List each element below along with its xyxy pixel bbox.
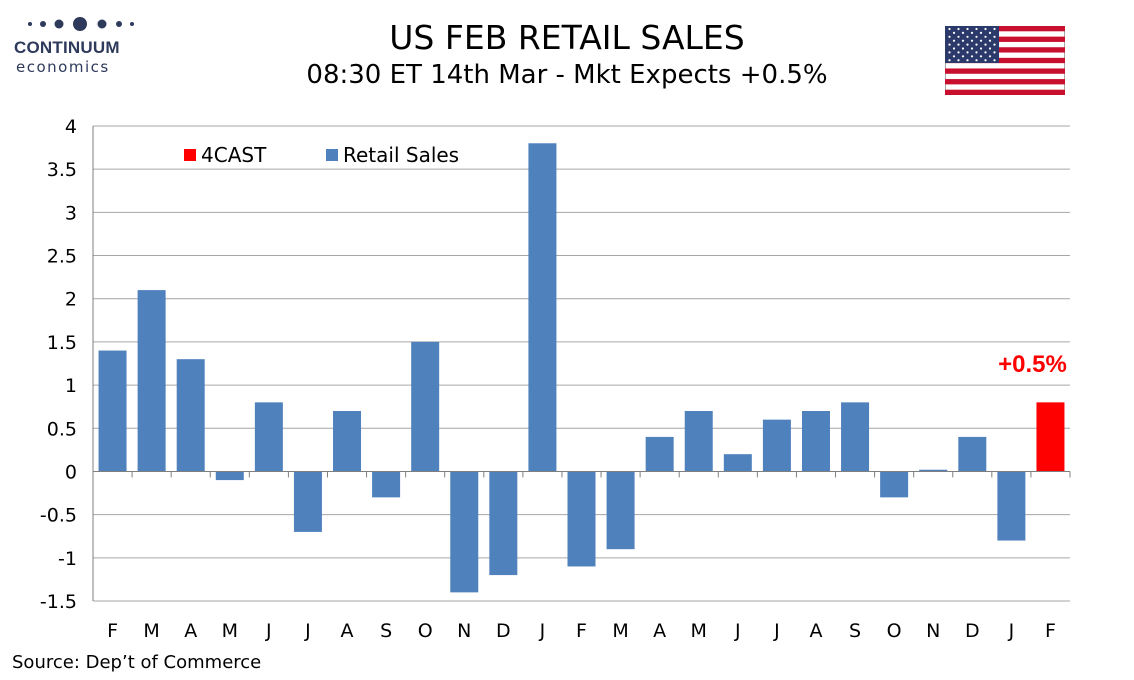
- x-tick-label: M: [691, 620, 707, 642]
- bar-retail-sales: [567, 471, 596, 567]
- bar-retail-sales: [880, 471, 909, 498]
- bar-retail-sales: [801, 411, 830, 472]
- page-subtitle: 08:30 ET 14th Mar - Mkt Expects +0.5%: [306, 60, 828, 90]
- y-tick-label: -0.5: [40, 505, 77, 527]
- bar-retail-sales: [606, 471, 635, 550]
- x-tick-label: J: [1008, 620, 1015, 642]
- x-tick-label: A: [653, 620, 666, 642]
- bar-retail-sales: [137, 290, 166, 472]
- us-flag-icon: [945, 26, 1065, 95]
- x-tick-label: A: [184, 620, 197, 642]
- bar-retail-sales: [293, 471, 322, 532]
- y-tick-label: -1: [58, 548, 77, 570]
- x-tick-label: M: [222, 620, 238, 642]
- brand-dots-icon: [28, 17, 134, 31]
- brand-logo: CONTINUUM economics: [14, 14, 134, 76]
- y-tick-label: 0.5: [47, 418, 77, 440]
- y-tick-label: 3.5: [47, 159, 77, 181]
- bar-retail-sales: [215, 471, 244, 481]
- x-tick-label: D: [965, 620, 980, 642]
- x-tick-label: N: [457, 620, 471, 642]
- x-tick-label: M: [612, 620, 628, 642]
- bar-retail-sales: [762, 419, 791, 472]
- legend-label: 4CAST: [201, 143, 267, 167]
- source-note: Source: Dep’t of Commerce: [12, 652, 262, 673]
- y-tick-label: 1.5: [47, 332, 77, 354]
- bar-retail-sales: [684, 411, 713, 472]
- x-tick-label: F: [107, 620, 118, 642]
- bar-retail-sales: [411, 341, 440, 472]
- bar-retail-sales: [528, 143, 557, 472]
- x-tick-label: F: [1045, 620, 1056, 642]
- x-tick-label: M: [143, 620, 159, 642]
- bar-retail-sales: [176, 359, 205, 472]
- x-tick-label: J: [304, 620, 311, 642]
- bar-retail-sales: [372, 471, 401, 498]
- x-tick-label: J: [539, 620, 546, 642]
- y-tick-label: 2: [65, 289, 77, 311]
- bar-retail-sales: [645, 436, 674, 472]
- forecast-annotation: +0.5%: [998, 351, 1067, 378]
- legend-swatch: [184, 149, 196, 161]
- y-tick-label: -1.5: [40, 591, 77, 613]
- bar-retail-sales: [489, 471, 518, 576]
- bar-retail-sales: [254, 402, 283, 472]
- x-tick-label: N: [926, 620, 940, 642]
- y-tick-label: 0: [65, 461, 77, 483]
- bar-retail-sales: [450, 471, 479, 593]
- x-tick-label: F: [576, 620, 587, 642]
- x-tick-label: J: [773, 620, 780, 642]
- x-tick-label: D: [496, 620, 511, 642]
- legend-label: Retail Sales: [343, 143, 459, 167]
- y-tick-label: 4: [65, 116, 77, 138]
- y-tick-label: 1: [65, 375, 77, 397]
- bar-retail-sales: [723, 454, 752, 472]
- y-tick-label: 3: [65, 202, 77, 224]
- x-tick-label: J: [734, 620, 741, 642]
- x-tick-label: A: [341, 620, 354, 642]
- bar-retail-sales: [958, 436, 987, 472]
- bar-retail-sales: [98, 350, 127, 472]
- x-tick-label: A: [809, 620, 822, 642]
- brand-subtitle: economics: [16, 58, 110, 76]
- y-tick-label: 2.5: [47, 246, 77, 268]
- x-tick-label: S: [849, 620, 861, 642]
- x-tick-label: O: [887, 620, 902, 642]
- bar-retail-sales: [841, 402, 870, 472]
- x-tick-label: J: [265, 620, 272, 642]
- x-tick-label: O: [418, 620, 433, 642]
- bar-retail-sales: [333, 411, 362, 472]
- bar-retail-sales: [919, 469, 948, 472]
- bar-retail-sales: [997, 471, 1026, 541]
- legend-swatch: [326, 149, 338, 161]
- bar-4cast: [1036, 402, 1065, 472]
- page-title: US FEB RETAIL SALES: [389, 18, 745, 57]
- x-tick-label: S: [380, 620, 392, 642]
- brand-name: CONTINUUM: [14, 38, 120, 57]
